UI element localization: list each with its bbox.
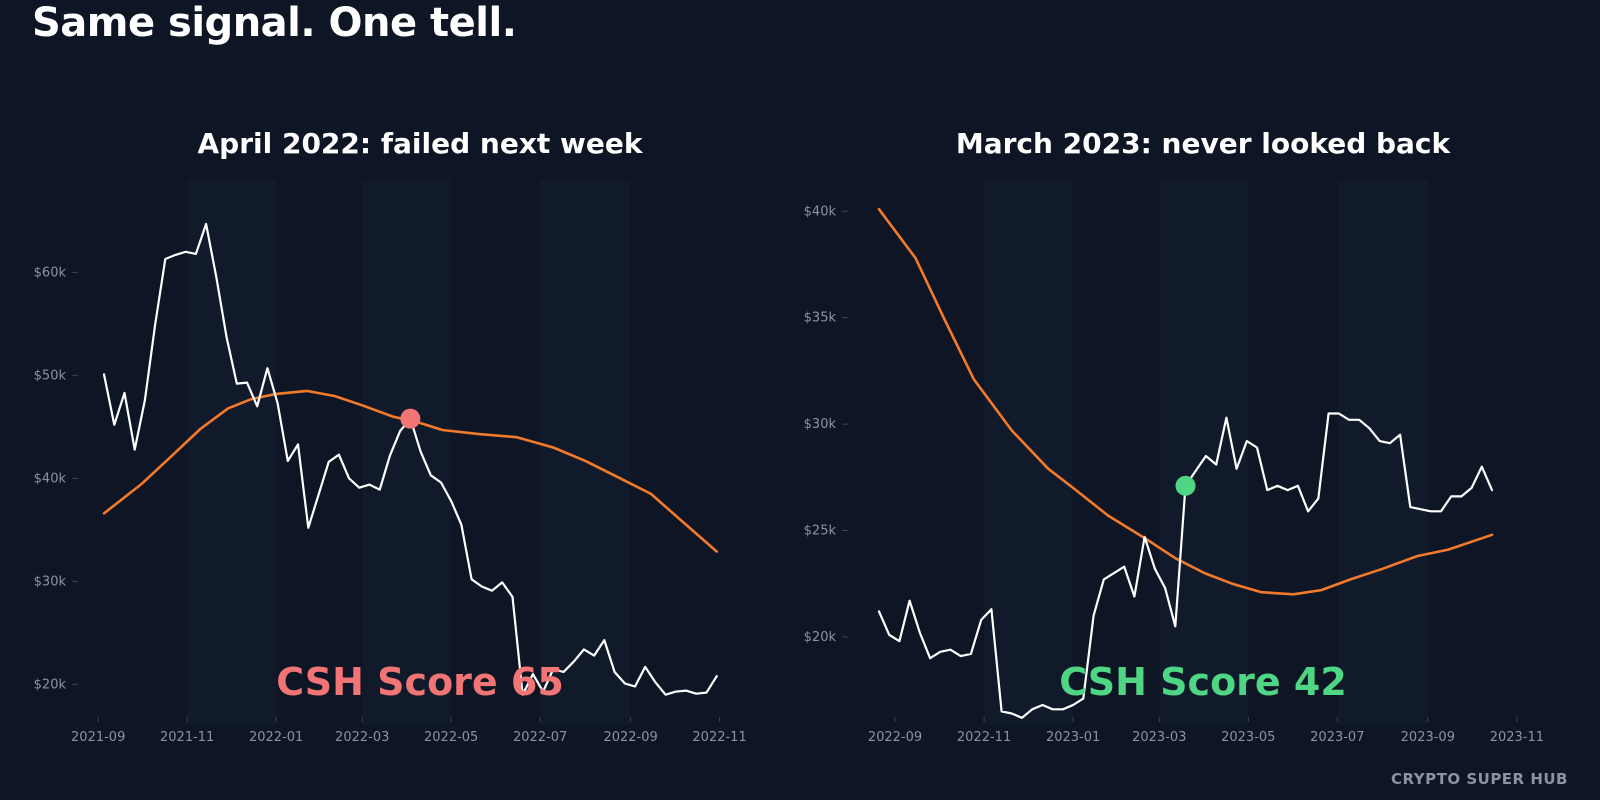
csh-score-label: CSH Score 42 (1059, 660, 1347, 704)
y-tick-label: $20k (804, 630, 837, 645)
background-band (540, 180, 631, 725)
brand-watermark: CRYPTO SUPER HUB (1391, 770, 1568, 788)
x-tick-label: 2022-09 (868, 730, 922, 745)
x-tick-label: 2023-07 (1310, 730, 1364, 745)
x-tick-label: 2023-05 (1221, 730, 1275, 745)
y-tick-label: $60k (34, 265, 67, 280)
moving-average-line (877, 207, 1494, 596)
x-tick-label: 2022-03 (335, 730, 389, 745)
chart-title: April 2022: failed next week (198, 127, 644, 160)
background-band (1337, 180, 1428, 725)
signal-marker (1175, 475, 1196, 496)
y-tick-label: $35k (804, 311, 837, 326)
x-tick-label: 2021-11 (160, 730, 214, 745)
x-tick-label: 2021-09 (71, 730, 125, 745)
x-tick-label: 2022-11 (692, 730, 746, 745)
moving-average-line (102, 389, 719, 553)
x-tick-label: 2022-07 (513, 730, 567, 745)
signal-marker (400, 408, 421, 429)
x-tick-label: 2023-01 (1046, 730, 1100, 745)
page-headline: Same signal. One tell. (32, 0, 517, 46)
x-tick-label: 2023-09 (1401, 730, 1455, 745)
chart-panel-1: April 2022: failed next week $20k $30k $40k… (34, 127, 747, 745)
y-tick-label: $25k (804, 523, 837, 538)
x-tick-label: 2022-01 (249, 730, 303, 745)
csh-score-label: CSH Score 65 (276, 660, 564, 704)
y-tick-label: $30k (804, 417, 837, 432)
chart-title: March 2023: never looked back (956, 127, 1452, 160)
background-band (187, 180, 277, 725)
x-tick-label: 2023-11 (1490, 730, 1544, 745)
y-tick-label: $40k (34, 471, 67, 486)
background-band (1159, 180, 1249, 725)
x-tick-label: 2022-05 (424, 730, 478, 745)
y-tick-label: $20k (34, 677, 67, 692)
y-tick-label: $40k (804, 204, 837, 219)
background-band (984, 180, 1074, 725)
x-tick-label: 2023-03 (1132, 730, 1186, 745)
background-band (362, 180, 452, 725)
x-tick-label: 2022-09 (603, 730, 657, 745)
y-tick-label: $30k (34, 574, 67, 589)
x-tick-label: 2022-11 (957, 730, 1011, 745)
chart-panel-2: March 2023: never looked back $20k $25k $30… (804, 127, 1544, 745)
y-tick-label: $50k (34, 368, 67, 383)
